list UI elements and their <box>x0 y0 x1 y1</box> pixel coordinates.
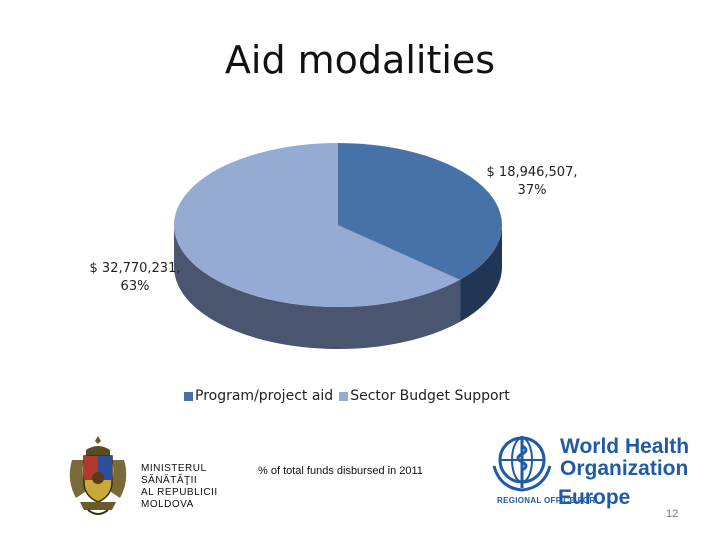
data-label-sector-budget-support: $ 18,946,507, 37% <box>487 165 578 198</box>
legend-swatch-sector-budget-support <box>339 391 349 401</box>
who-region-label: REGIONAL OFFICE FOR <box>497 496 596 505</box>
ministry-line: MOLDOVA <box>141 499 194 510</box>
ministry-name: MINISTERUL SĂNĂTĂŢII AL REPUBLICII MOLDO… <box>141 463 218 511</box>
legend-label-program-project-aid: Program/project aid <box>195 388 334 404</box>
chart-footnote: % of total funds disbursed in 2011 <box>258 465 423 477</box>
chart-legend: Program/project aid Sector Budget Suppor… <box>184 388 516 404</box>
ministry-line: MINISTERUL <box>141 463 207 474</box>
who-name-line1: World Health <box>560 435 690 458</box>
legend-item-program-project-aid: Program/project aid <box>184 388 333 404</box>
who-name: World Health Organization <box>560 436 689 480</box>
slide-number: 12 <box>666 508 679 520</box>
who-europe-label: Europe <box>558 486 631 509</box>
slide-title: Aid modalities <box>224 38 496 82</box>
moldova-coat-of-arms-logo <box>69 436 127 515</box>
slice-side-sector-budget-support <box>460 225 502 322</box>
data-label-program-project-aid: $ 32,770,231, 63% <box>90 261 181 294</box>
ministry-line: AL REPUBLICII <box>141 487 218 498</box>
ministry-line: SĂNĂTĂŢII <box>141 475 198 486</box>
slice-program-project-aid <box>173 143 461 307</box>
who-name-line2: Organization <box>560 457 689 480</box>
slice-sector-budget-support <box>338 143 502 280</box>
legend-item-sector-budget-support: Sector Budget Support <box>339 388 510 404</box>
legend-swatch-program-project-aid <box>184 391 193 401</box>
slice-side-program-project-aid <box>174 225 461 349</box>
who-emblem-logo <box>492 436 552 492</box>
legend-label-sector-budget-support: Sector Budget Support <box>350 388 510 404</box>
